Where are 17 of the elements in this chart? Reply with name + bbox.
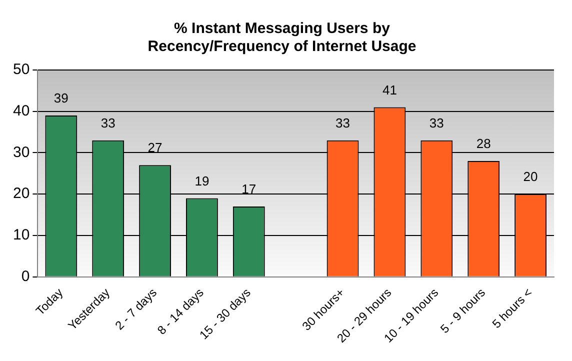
data-label: 19 <box>194 173 210 188</box>
y-tick-label: 30 <box>12 144 30 161</box>
data-label: 39 <box>54 90 68 106</box>
y-tick-label: 40 <box>12 102 30 120</box>
data-label: 41 <box>382 82 397 98</box>
y-tick-label: 20 <box>12 185 30 202</box>
y-tick-label: 0 <box>21 268 30 285</box>
data-label: 17 <box>242 182 256 197</box>
chart-title: % Instant Messaging Users by Recency/Frequency of Internet Usage <box>148 20 416 56</box>
y-tick-label: 50 <box>12 61 30 78</box>
data-label: 33 <box>429 115 444 130</box>
data-label: 28 <box>476 136 491 152</box>
data-label: 27 <box>148 140 162 156</box>
y-tick-label: 10 <box>12 226 30 244</box>
data-label: 33 <box>100 115 116 130</box>
data-label: 20 <box>523 169 538 184</box>
data-label: 33 <box>336 115 350 130</box>
